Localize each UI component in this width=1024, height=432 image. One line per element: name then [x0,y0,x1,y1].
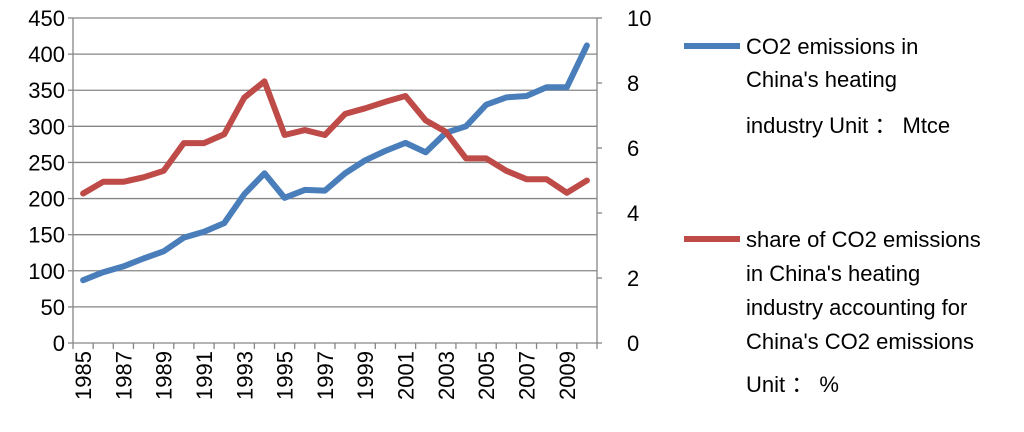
legend-label-2: industry accounting for [746,295,967,320]
y-axis-right-labels: 0 2 4 6 8 10 [627,6,651,356]
x-tick-label: 1995 [273,351,298,400]
x-tick-label: 1997 [313,351,338,400]
x-tick-label: 2001 [394,351,419,400]
y-right-tick-label: 8 [627,71,639,96]
x-tick-label: 2005 [474,351,499,400]
y-right-tick-label: 10 [627,6,651,31]
y-left-tick-label: 0 [53,331,65,356]
legend-label-1: CO2 emissions in [746,34,918,59]
x-tick-label: 1999 [353,351,378,400]
y-left-tick-label: 300 [28,114,65,139]
y-right-tick-label: 2 [627,266,639,291]
y-right-tick-label: 6 [627,136,639,161]
x-tick-label: 1987 [111,351,136,400]
legend-label-2: in China's heating [746,261,920,286]
y-left-tick-label: 150 [28,223,65,248]
x-tick-label: 1991 [192,351,217,400]
legend-label-1: industry Unit ： Mtce [746,113,950,138]
y-right-tick-label: 0 [627,331,639,356]
y-left-tick-label: 100 [28,259,65,284]
legend-label-2: share of CO2 emissions [746,227,981,252]
x-tick-label: 2009 [555,351,580,400]
x-tick-label: 1985 [71,351,96,400]
y-left-tick-label: 250 [28,150,65,175]
y-left-tick-label: 450 [28,6,65,31]
y-left-tick-label: 350 [28,78,65,103]
x-tick-label: 1989 [152,351,177,400]
legend-label-1: China's heating [746,67,897,92]
y-left-tick-label: 50 [41,295,65,320]
x-axis-labels: 1985 1987 1989 1991 1993 1995 1997 1999 2001 2003… [71,351,580,400]
legend-label-2: China's CO2 emissions [746,329,974,354]
x-tick-label: 1993 [232,351,257,400]
y-right-tick-label: 4 [627,201,639,226]
y-left-tick-label: 400 [28,42,65,67]
y-axis-left-labels: 0 50 100 150 200 250 300 350 400 450 [28,6,65,356]
y-left-tick-label: 200 [28,187,65,212]
grid-layer [73,18,597,307]
x-tick-label: 2003 [434,351,459,400]
legend-label-2: Unit ： % [746,372,839,397]
x-tick-label: 2007 [514,351,539,400]
legend: CO2 emissions in China's heating industry … [684,34,981,397]
